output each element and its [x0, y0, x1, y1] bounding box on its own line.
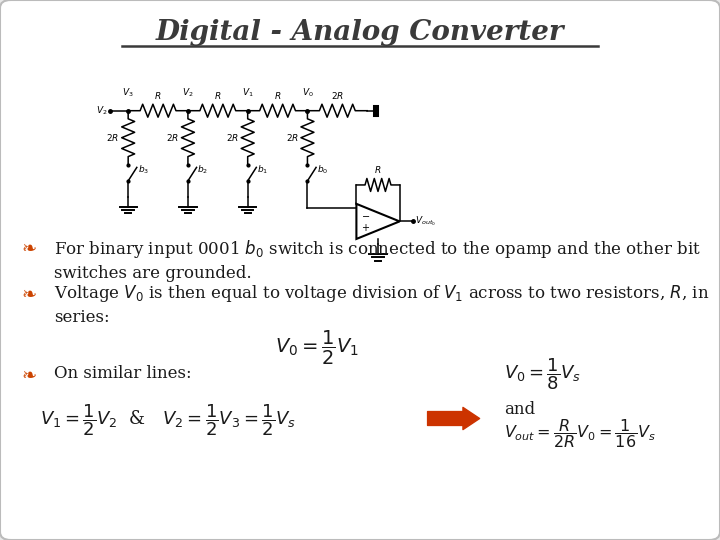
Text: and: and: [504, 401, 535, 417]
Text: $V_0$: $V_0$: [302, 86, 313, 99]
Text: $b_2$: $b_2$: [197, 164, 208, 177]
Text: Digital - Analog Converter: Digital - Analog Converter: [156, 19, 564, 46]
Text: series:: series:: [54, 309, 109, 326]
Text: $V_3$: $V_3$: [122, 86, 134, 99]
Text: Voltage $V_0$ is then equal to voltage division of $V_1$ across to two resistors: Voltage $V_0$ is then equal to voltage d…: [54, 284, 709, 305]
Text: $R$: $R$: [154, 90, 162, 101]
Text: $2R$: $2R$: [226, 132, 239, 143]
FancyArrowPatch shape: [428, 407, 480, 430]
Text: ❧: ❧: [22, 367, 37, 385]
Text: $V_0 = \dfrac{1}{2}V_1$: $V_0 = \dfrac{1}{2}V_1$: [275, 329, 359, 368]
Text: $V_2$: $V_2$: [182, 86, 194, 99]
Text: $V_2$: $V_2$: [96, 104, 108, 117]
Text: switches are grounded.: switches are grounded.: [54, 265, 251, 281]
Text: $+$: $+$: [361, 222, 370, 233]
Text: $R$: $R$: [214, 90, 222, 101]
Text: ❧: ❧: [22, 240, 37, 258]
Text: $b_3$: $b_3$: [138, 164, 149, 177]
Text: $R$: $R$: [374, 164, 382, 175]
Text: $V_0 = \dfrac{1}{8}V_s$: $V_0 = \dfrac{1}{8}V_s$: [504, 356, 581, 392]
Text: $V_1 = \dfrac{1}{2}V_2$  &   $V_2 = \dfrac{1}{2}V_3 = \dfrac{1}{2}V_s$: $V_1 = \dfrac{1}{2}V_2$ & $V_2 = \dfrac{…: [40, 402, 296, 438]
Text: $b_1$: $b_1$: [257, 164, 269, 177]
Text: $V_{out} = \dfrac{R}{2R}V_0 = \dfrac{1}{16}V_s$: $V_{out} = \dfrac{R}{2R}V_0 = \dfrac{1}{…: [504, 417, 656, 450]
Text: $V_{out_0}$: $V_{out_0}$: [415, 214, 436, 228]
Text: $2R$: $2R$: [330, 90, 344, 101]
Text: $R$: $R$: [274, 90, 282, 101]
Text: $V_1$: $V_1$: [242, 86, 253, 99]
Text: For binary input 0001 $b_0$ switch is connected to the opamp and the other bit: For binary input 0001 $b_0$ switch is co…: [54, 238, 701, 260]
Text: $2R$: $2R$: [166, 132, 179, 143]
Text: $b_0$: $b_0$: [317, 164, 328, 177]
Text: On similar lines:: On similar lines:: [54, 364, 192, 381]
Text: $-$: $-$: [361, 210, 370, 220]
Text: $2R$: $2R$: [286, 132, 299, 143]
Text: ❧: ❧: [22, 286, 37, 304]
Text: $2R$: $2R$: [107, 132, 120, 143]
